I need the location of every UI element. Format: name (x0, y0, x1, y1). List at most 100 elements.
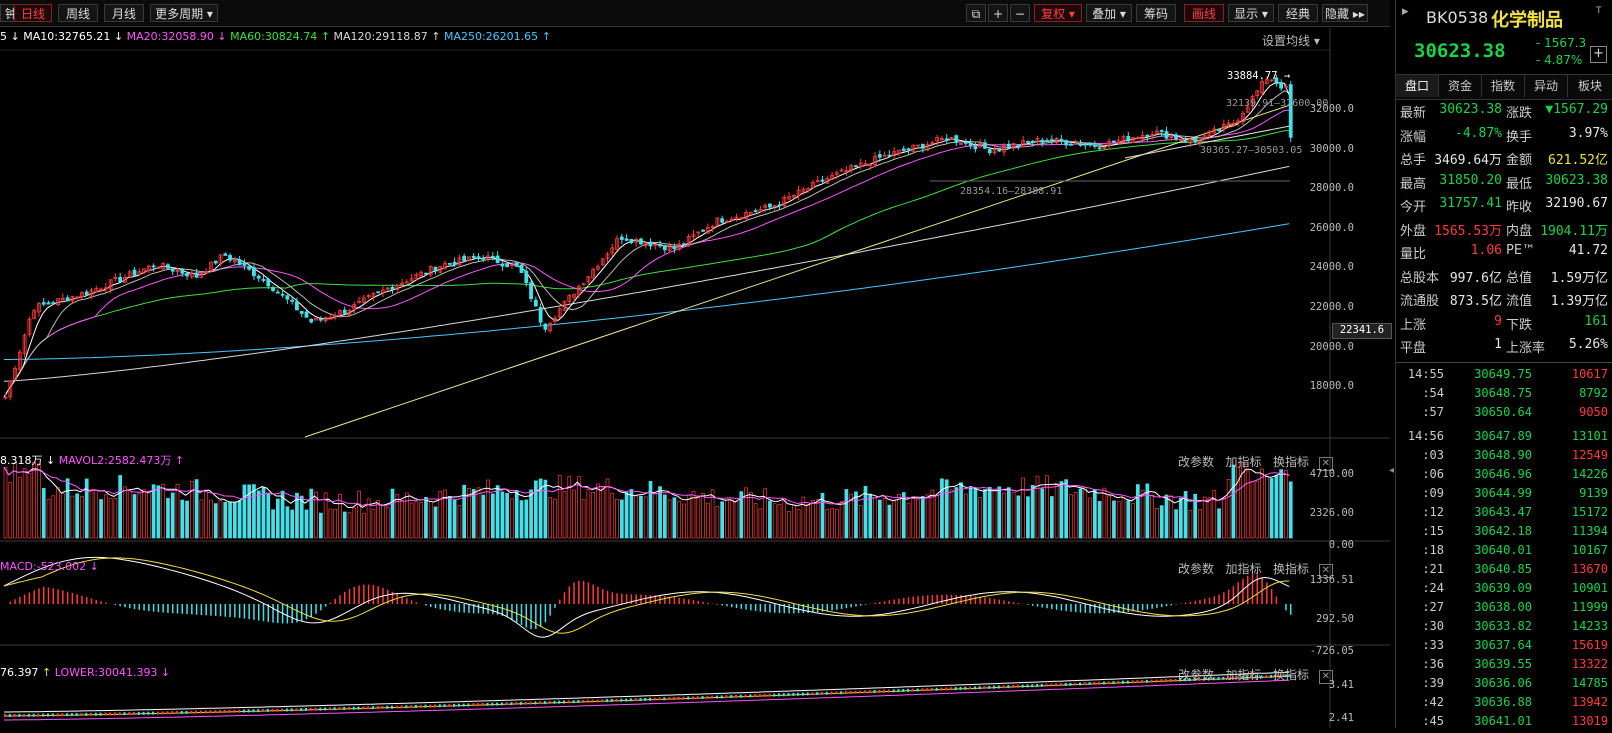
candle-body (1116, 139, 1121, 144)
volume-bar (338, 494, 342, 539)
close-icon[interactable]: ✕ (1318, 457, 1333, 471)
boll-candle (1217, 677, 1220, 681)
candle-body (940, 138, 944, 140)
add-watchlist-icon[interactable]: + (1590, 46, 1607, 63)
boll-candle (907, 688, 909, 692)
switch-indicator-button[interactable]: 换指标 (1272, 668, 1309, 682)
ma20-line (3, 109, 1290, 398)
boll-candle (75, 713, 78, 717)
volume-bar (1202, 496, 1207, 539)
volume-bar (1026, 496, 1030, 539)
boll-candle (548, 700, 551, 704)
stat-label: 总手 (1400, 153, 1427, 168)
boll-candle (472, 703, 475, 707)
stat-label: 涨跌 (1506, 106, 1533, 121)
candle-body (352, 303, 357, 310)
candle-body (796, 189, 801, 196)
plus-icon[interactable]: + (988, 4, 1008, 22)
tick-row: :42 30636.88 13942 (1400, 695, 1608, 714)
stat-value: 3.97% (1568, 125, 1608, 141)
candle-body (634, 238, 639, 243)
switch-indicator-button[interactable]: 换指标 (1272, 455, 1309, 469)
sector-name: 化学制品 (1491, 10, 1563, 31)
boll-candle (133, 711, 135, 715)
add-indicator-button[interactable]: 加指标 (1225, 668, 1262, 682)
switch-indicator-button[interactable]: 换指标 (1272, 562, 1309, 576)
volume-bar (428, 501, 433, 539)
boll-candle (1131, 680, 1134, 684)
add-indicator-button[interactable]: 加指标 (1225, 562, 1262, 576)
candle-body (586, 276, 591, 283)
collapse-icon[interactable]: ◂ (1389, 465, 1395, 476)
more-periods-dropdown[interactable]: 更多周期 ▾ (150, 4, 218, 22)
add-indicator-button[interactable]: 加指标 (1225, 455, 1262, 469)
ma-settings-button[interactable]: 设置均线 ▾ (1262, 34, 1320, 48)
volume-bar (1049, 496, 1054, 539)
candle-body (1026, 141, 1030, 143)
tick-price: 30637.64 (1474, 638, 1532, 652)
boll-candle (185, 710, 188, 714)
candle-body (1245, 106, 1250, 113)
volume-bar (357, 490, 361, 539)
candle-body (142, 268, 146, 274)
close-icon[interactable]: ✕ (1318, 670, 1333, 684)
boll-candle (706, 695, 709, 699)
edit-params-button[interactable]: 改参数 (1178, 668, 1215, 682)
candle-body (232, 260, 237, 263)
tab-handicap[interactable]: 盘口 (1396, 75, 1439, 97)
minus-icon[interactable]: − (1010, 4, 1030, 22)
candle-body (968, 142, 973, 146)
period-month-tab[interactable]: 月线 (104, 4, 144, 22)
candle-body (438, 266, 443, 273)
candle-body (882, 154, 887, 157)
volume-bar (667, 499, 672, 539)
tab-capital[interactable]: 资金 (1439, 75, 1482, 97)
boll-candle (940, 687, 943, 691)
boll-candle (252, 709, 255, 713)
close-icon[interactable]: ✕ (1318, 564, 1333, 578)
volume-bar (1174, 509, 1178, 539)
classic-button[interactable]: 经典 (1278, 4, 1318, 22)
overlay-button[interactable]: 叠加 ▾ (1086, 4, 1132, 22)
boll-candle (978, 686, 981, 690)
boll-candle (505, 702, 508, 706)
candle-body (1250, 96, 1255, 107)
period-day-tab[interactable]: 日线 (14, 4, 52, 22)
volume-bar (347, 512, 352, 539)
display-button[interactable]: 显示 ▾ (1228, 4, 1274, 22)
quote-stat-row: 外盘 1565.53万 内盘 1904.11万 (1400, 220, 1608, 242)
boll-candle (539, 701, 542, 705)
edit-params-button[interactable]: 改参数 (1178, 455, 1215, 469)
tab-sector[interactable]: 板块 (1577, 79, 1602, 93)
volume-bar (457, 505, 462, 539)
tick-volume: 9139 (1579, 486, 1608, 500)
lock-icon[interactable]: ⧉ (966, 4, 986, 22)
volume-bar (1260, 468, 1264, 539)
volume-bar (218, 500, 223, 539)
volume-bar (978, 497, 983, 539)
tab-index[interactable]: 指数 (1482, 75, 1525, 97)
candle-body (328, 316, 333, 320)
candle-body (830, 174, 834, 180)
period-week-tab[interactable]: 周线 (58, 4, 98, 22)
kline-chart-area[interactable] (0, 0, 1390, 728)
candle-body (127, 271, 132, 278)
boll-candle (1012, 684, 1015, 688)
candle-body (108, 279, 113, 290)
tab-abnormal[interactable]: 异动 (1525, 75, 1568, 97)
boll-candle (18, 713, 21, 717)
macd-legend: MACD:-523.002 ↓ (0, 560, 99, 573)
volume-bar (763, 488, 768, 539)
boll-candle (233, 709, 236, 713)
boll-axis-label: 2.41 (1328, 712, 1354, 724)
tick-row: :36 30639.55 13322 (1400, 657, 1608, 676)
volume-bar (151, 484, 156, 539)
chips-button[interactable]: 筹码 (1136, 4, 1176, 22)
candle-body (185, 273, 189, 277)
restore-rights-button[interactable]: 复权 ▾ (1034, 4, 1082, 22)
tick-price: 30641.01 (1474, 714, 1532, 728)
edit-params-button[interactable]: 改参数 (1178, 562, 1215, 576)
draw-line-button[interactable]: 画线 (1184, 4, 1224, 22)
expand-right-icon[interactable]: ▸ (1402, 4, 1409, 19)
hide-button[interactable]: 隐藏 ▸▸ (1322, 4, 1368, 22)
